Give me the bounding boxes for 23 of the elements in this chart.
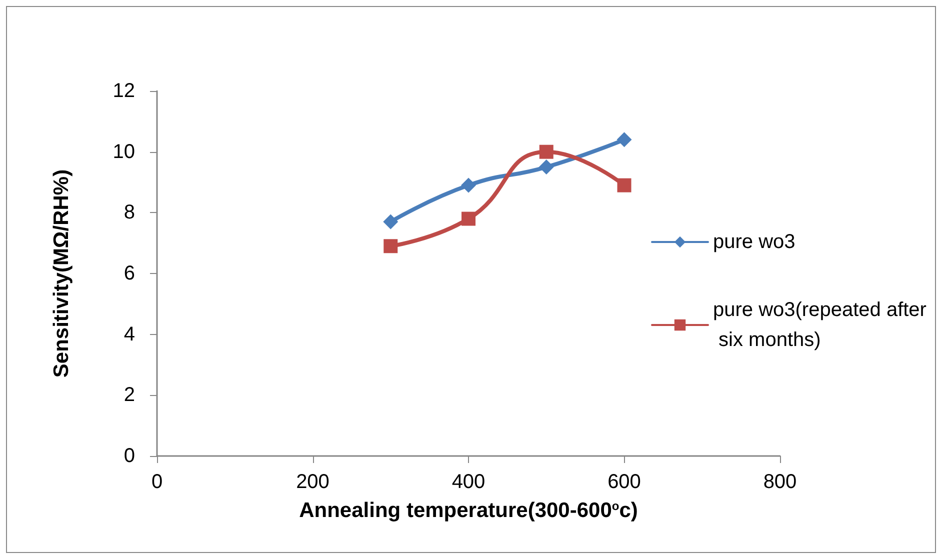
y-tick-label: 2 (124, 384, 135, 406)
y-tick-label: 8 (124, 202, 135, 224)
y-axis-title: Sensitivity(MΩ/RH%) (50, 169, 73, 378)
point (384, 239, 398, 254)
legend-label: pure wo3(repeated after six months) (713, 299, 927, 351)
x-tick-label: 0 (151, 471, 163, 493)
point (539, 144, 554, 159)
y-tick-label: 6 (124, 262, 135, 284)
x-tick-label: 600 (608, 471, 641, 493)
legend-label: pure wo3 (713, 231, 796, 253)
y-tick-label: 10 (112, 140, 135, 163)
point (538, 160, 554, 175)
y-tick-label: 0 (124, 445, 135, 467)
point (617, 178, 632, 192)
point (383, 214, 398, 230)
point (616, 132, 632, 148)
x-tick-label: 400 (452, 471, 486, 493)
x-tick-label: 200 (296, 471, 330, 493)
x-tick-label: 800 (763, 471, 797, 493)
y-tick-label: 4 (124, 323, 135, 346)
point (462, 212, 476, 226)
point (461, 178, 476, 193)
y-tick-label: 12 (112, 80, 135, 102)
